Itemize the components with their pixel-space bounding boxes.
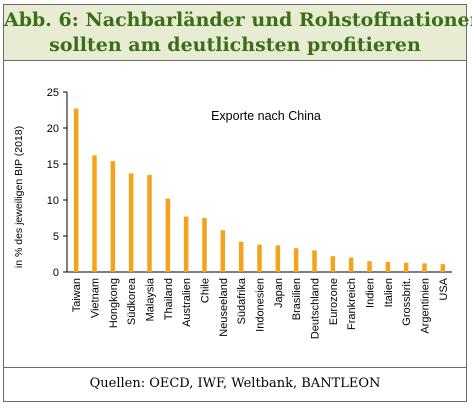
x-tick-label: Neuseeland <box>218 278 230 337</box>
title-line-1: Abb. 6: Nachbarländer und Rohstoffnation… <box>4 9 472 31</box>
x-tick-label: Japan <box>273 278 285 308</box>
bar-vietnam <box>92 155 97 272</box>
bar-australien <box>183 216 189 272</box>
x-tick-label: Hongkong <box>108 278 120 328</box>
figure-title: Abb. 6: Nachbarländer und Rohstoffnation… <box>4 5 472 61</box>
bar-chile <box>202 218 207 272</box>
bar-argentinien <box>422 263 427 272</box>
x-axis-labels: Taiwan Vietnam Hongkong Südkorea Malaysia Tha… <box>71 277 450 339</box>
bar-eurozone <box>330 256 336 272</box>
x-tick-label: Frankreich <box>346 278 358 330</box>
bar-usa <box>440 264 446 272</box>
y-tick-label: 20 <box>47 123 59 135</box>
figure-frame: Abb. 6: Nachbarländer und Rohstoffnation… <box>3 4 472 402</box>
y-tick-label: 15 <box>47 159 59 171</box>
bar-deutschland <box>312 250 317 272</box>
title-line-2: sollten am deutlichsten profitieren <box>49 34 421 56</box>
chart-area: 0 5 10 15 20 25 Taiwan Vietnam Hongkong Südkorea… <box>4 62 466 372</box>
y-tick-label: 5 <box>53 231 59 243</box>
x-tick-label: Indonesien <box>255 278 267 332</box>
x-tick-label: Brasilien <box>291 278 303 320</box>
x-tick-label: Eurozone <box>328 278 340 325</box>
x-tick-label: Grossbrit. <box>401 278 413 326</box>
x-tick-label: Thailand <box>163 278 175 320</box>
bar-frankreich <box>348 257 354 272</box>
x-tick-label: Südkorea <box>126 277 138 325</box>
x-tick-label: Australien <box>181 278 193 327</box>
bar-südafrika <box>238 241 244 272</box>
x-tick-label: USA <box>438 277 450 300</box>
x-tick-label: Malaysia <box>145 277 157 321</box>
x-tick-label: Chile <box>200 278 212 303</box>
x-tick-label: Südafrika <box>236 277 248 324</box>
bar-thailand <box>165 198 171 272</box>
y-axis-ticks: 0 5 10 15 20 25 <box>47 87 67 279</box>
source-footer: Quellen: OECD, IWF, Weltbank, BANTLEON <box>4 367 466 401</box>
bar-indonesien <box>257 244 262 272</box>
bar-malaysia <box>147 174 152 272</box>
x-tick-label: Deutschland <box>310 278 322 339</box>
bar-neuseeland <box>220 230 226 272</box>
bar-japan <box>275 245 281 272</box>
y-tick-label: 0 <box>53 267 59 279</box>
x-tick-label: Italien <box>383 278 395 307</box>
bar-taiwan <box>73 108 79 272</box>
chart-annotation: Exporte nach China <box>211 109 321 123</box>
bar-indien <box>367 261 372 272</box>
x-tick-label: Argentinien <box>420 278 432 334</box>
x-tick-label: Taiwan <box>71 278 83 312</box>
x-tick-label: Vietnam <box>90 278 102 318</box>
y-tick-label: 25 <box>47 87 59 99</box>
bar-brasilien <box>293 248 299 272</box>
y-axis-label: in % des jeweiligen BIP (2018) <box>13 126 25 268</box>
bar-chart: 0 5 10 15 20 25 Taiwan Vietnam Hongkong Südkorea… <box>13 87 452 339</box>
bar-italien <box>385 261 391 272</box>
bars <box>73 108 446 272</box>
bar-grossbrit <box>403 262 409 272</box>
x-tick-label: Indien <box>365 278 377 308</box>
bar-hongkong <box>110 161 116 272</box>
bar-südkorea <box>128 173 134 272</box>
y-tick-label: 10 <box>47 195 59 207</box>
